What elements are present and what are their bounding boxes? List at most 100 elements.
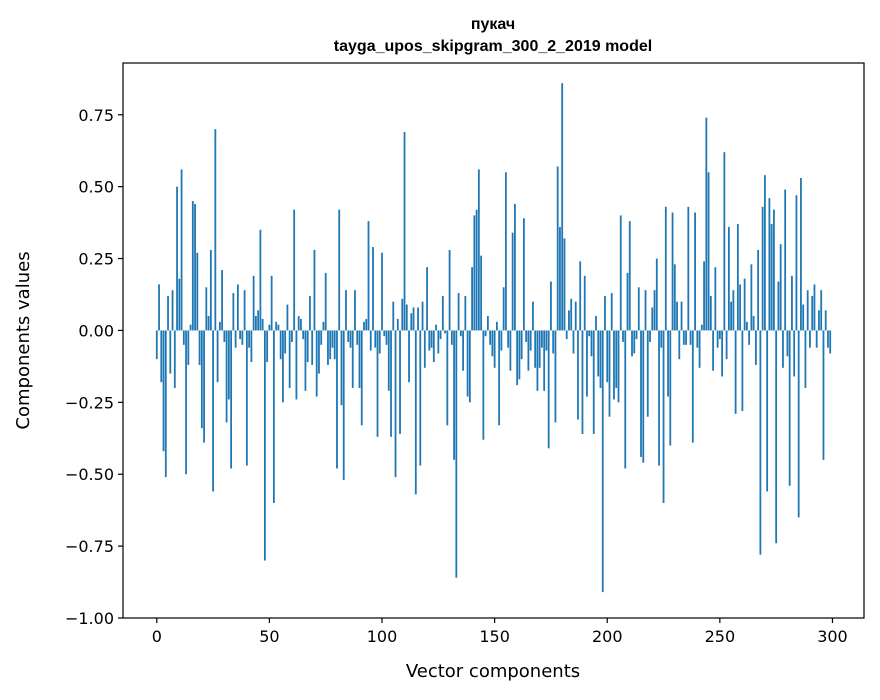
bar <box>374 330 377 348</box>
bar <box>552 330 555 354</box>
bar <box>691 330 694 443</box>
bar <box>462 330 464 371</box>
bar <box>261 318 264 331</box>
bar <box>563 238 566 331</box>
bar <box>532 301 534 331</box>
x-tick-label: 0 <box>152 627 162 646</box>
bar <box>309 295 311 331</box>
bar <box>561 83 564 331</box>
bar <box>273 330 275 503</box>
bar <box>655 258 658 331</box>
bar <box>752 316 755 331</box>
bar <box>637 287 640 331</box>
bar <box>441 295 444 331</box>
bar <box>694 212 696 331</box>
y-axis: −1.00 −0.75 −0.50 −0.25 0.00 0.25 0.50 0.75 <box>65 106 123 628</box>
bar <box>608 330 611 417</box>
bar <box>619 215 622 331</box>
bar <box>813 284 816 331</box>
bar <box>680 301 683 331</box>
bar <box>205 287 208 331</box>
bar <box>180 169 183 331</box>
bar <box>707 172 710 331</box>
bar <box>304 330 307 391</box>
bar <box>676 301 678 331</box>
bar <box>232 293 235 331</box>
bar <box>236 284 239 331</box>
bar <box>468 330 471 403</box>
bar <box>399 330 401 434</box>
bar <box>347 330 350 342</box>
bar <box>279 330 282 360</box>
bar <box>435 324 437 331</box>
bar <box>275 321 278 331</box>
bar <box>412 307 415 331</box>
bar <box>270 275 273 331</box>
bar <box>491 330 494 357</box>
bar <box>394 330 397 478</box>
bar <box>586 330 588 397</box>
bar <box>185 330 187 475</box>
bar <box>444 330 446 334</box>
bar <box>768 198 771 331</box>
bar <box>653 290 656 331</box>
y-tick-label: −1.00 <box>65 609 114 628</box>
bar <box>613 330 615 400</box>
bar <box>160 330 163 383</box>
bar <box>802 304 805 331</box>
bar <box>345 290 347 331</box>
bar <box>642 330 645 463</box>
bar <box>750 264 753 331</box>
bar <box>595 316 597 331</box>
bar <box>320 330 323 345</box>
bar <box>818 310 820 331</box>
bar <box>173 330 176 388</box>
bar <box>777 281 780 331</box>
bar <box>568 310 570 331</box>
bar <box>329 330 332 360</box>
bar <box>293 209 296 331</box>
bar <box>331 330 334 348</box>
bar <box>725 330 728 360</box>
y-tick-label: −0.50 <box>65 465 114 484</box>
bar <box>477 169 480 331</box>
plot-frame <box>122 62 865 619</box>
bar <box>351 330 354 388</box>
bar <box>698 330 701 368</box>
bar <box>437 330 440 354</box>
bar <box>297 316 300 331</box>
y-tick-label: −0.75 <box>65 537 114 556</box>
bar <box>811 295 814 331</box>
bar <box>757 249 760 331</box>
bar <box>419 330 422 466</box>
bar <box>577 330 579 420</box>
bar <box>534 330 537 368</box>
bar <box>545 330 548 351</box>
bar <box>554 330 557 423</box>
bar <box>806 290 809 331</box>
bar <box>356 330 359 345</box>
x-axis-label: Vector components <box>406 661 580 682</box>
bar <box>795 195 798 331</box>
bar <box>390 330 392 437</box>
bar <box>369 330 372 351</box>
bar <box>182 330 185 345</box>
bar <box>214 129 217 331</box>
y-axis-label: Components values <box>13 251 34 429</box>
bar <box>509 330 512 371</box>
bar <box>543 330 546 391</box>
bar <box>610 293 613 331</box>
bar <box>178 278 181 331</box>
bar <box>383 330 386 337</box>
bar <box>743 278 746 331</box>
bar <box>259 229 262 331</box>
bar <box>493 330 496 368</box>
bar <box>243 290 246 331</box>
bar <box>791 275 793 331</box>
bar <box>223 330 226 342</box>
bar <box>766 330 769 492</box>
chart-title: пукач <box>471 16 515 33</box>
bar <box>381 252 383 331</box>
bar <box>529 330 532 351</box>
bar <box>646 330 649 417</box>
